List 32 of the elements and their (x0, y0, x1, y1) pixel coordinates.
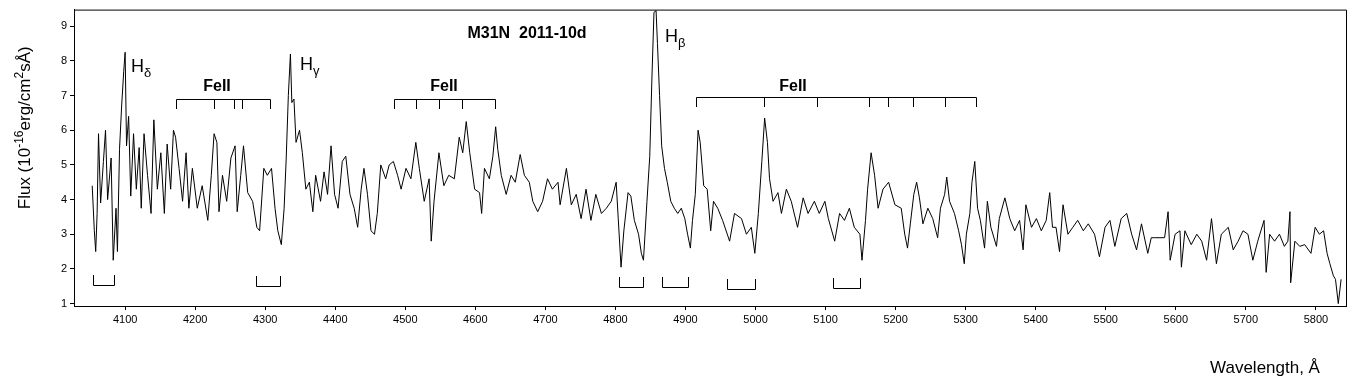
y-tick-label: 3 (60, 227, 67, 240)
x-tick-label: 5300 (953, 312, 978, 325)
y-tick-label: 8 (60, 53, 67, 66)
y-tick-label: 5 (60, 157, 67, 170)
annotation: FeII (430, 77, 458, 94)
x-tick-label: 4500 (393, 312, 418, 325)
annotation: FeII (203, 77, 231, 94)
x-tick-label: 4800 (603, 312, 628, 325)
x-tick-label: 4600 (463, 312, 488, 325)
x-tick-label: 5700 (1233, 312, 1259, 325)
x-tick-label: 4100 (112, 312, 138, 325)
y-tick-label: 4 (60, 192, 67, 205)
x-tick-label: 4400 (323, 312, 348, 325)
x-tick-label: 5000 (743, 312, 768, 325)
x-tick-label: 5500 (1093, 312, 1118, 325)
x-axis-title: Wavelength, Å (1210, 358, 1321, 377)
x-tick-label: 5600 (1163, 312, 1189, 325)
x-tick-label: 5800 (1303, 312, 1329, 325)
annotation: FeII (779, 77, 807, 94)
y-tick-label: 1 (60, 296, 67, 309)
y-tick-label: 9 (60, 19, 67, 32)
y-tick-label: 7 (60, 88, 67, 101)
y-tick-label: 6 (60, 123, 67, 136)
x-tick-label: 5100 (813, 312, 838, 325)
x-tick-label: 5400 (1023, 312, 1048, 325)
x-tick-label: 4700 (533, 312, 558, 325)
x-tick-label: 4900 (673, 312, 698, 325)
x-tick-label: 4200 (182, 312, 208, 325)
y-tick-label: 2 (60, 261, 67, 274)
x-tick-label: 4300 (252, 312, 278, 325)
text: M31N 2011-10d (467, 24, 587, 41)
x-tick-label: 5200 (883, 312, 908, 325)
